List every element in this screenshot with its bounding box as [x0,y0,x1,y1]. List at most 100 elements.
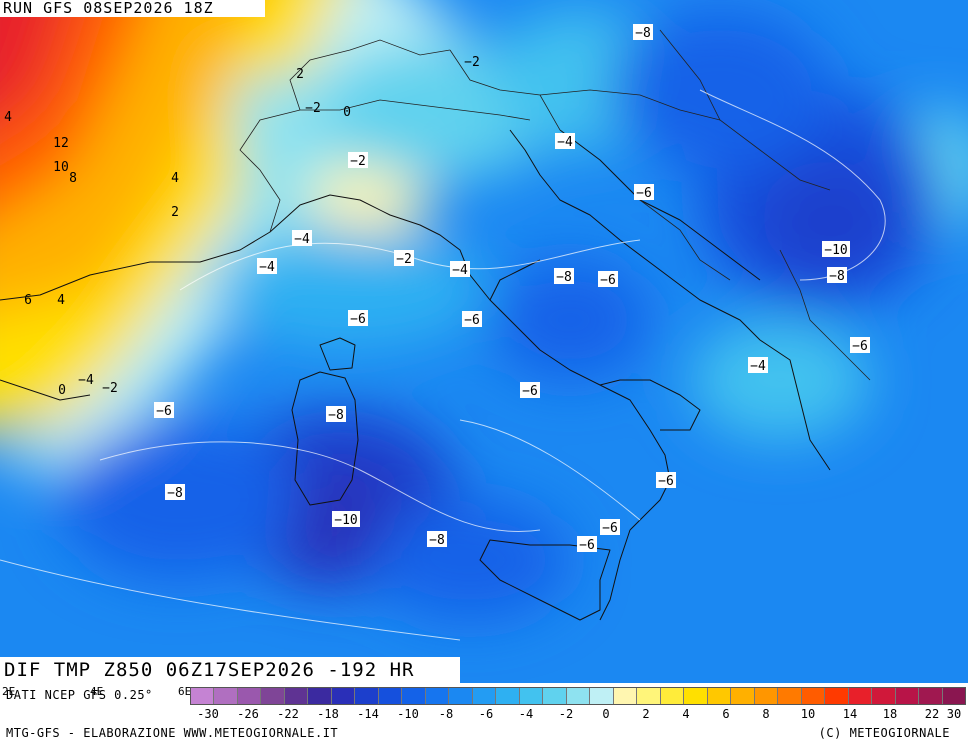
color-scale-tick-label: -18 [317,707,339,721]
svg-text:−4: −4 [452,263,468,278]
color-swatch [214,688,238,704]
contour-value-label: −6 [348,310,368,327]
contour-value-label: −2 [102,381,118,396]
color-swatch [308,688,332,704]
contour-labels: −8 −2 2 −2 0 4 12 108 4 2 −2 −4 −6 −4 −4 −2 −4 −8 −6 −10 −8 6… [4,24,870,553]
svg-text:−8: −8 [635,26,651,41]
color-scale-tick-label: -2 [558,707,574,721]
svg-text:−6: −6 [636,186,652,201]
svg-text:−6: −6 [600,273,616,288]
contour-value-label: −8 [427,531,447,548]
svg-text:6: 6 [24,293,32,308]
color-scale-tick-label: 30 [946,707,962,721]
contour-value-label: −8 [827,267,847,284]
contour-value-label: −2 [464,55,480,70]
svg-text:−4: −4 [78,373,94,388]
credits-left: MTG-GFS - ELABORAZIONE WWW.METEOGIORNALE… [6,726,339,740]
contour-value-label: 8 [69,171,77,186]
svg-text:−6: −6 [156,404,172,419]
svg-text:−4: −4 [259,260,275,275]
run-label: RUN GFS 08SEP2026 18Z [0,0,265,17]
color-swatch [519,688,544,704]
contour-value-label: −8 [554,268,574,285]
color-swatch [684,688,708,704]
color-swatch [731,688,755,704]
color-swatch [660,688,685,704]
svg-text:−6: −6 [350,312,366,327]
svg-text:−8: −8 [829,269,845,284]
contour-value-label: −2 [305,101,321,116]
contour-value-label: −8 [633,24,653,41]
color-swatch [942,688,965,704]
svg-text:−2: −2 [464,55,480,70]
color-swatch [801,688,826,704]
contour-value-label: −8 [326,406,346,423]
svg-text:12: 12 [53,136,69,151]
color-swatch [566,688,591,704]
data-source: DATI NCEP GFS 0.25° [6,688,153,702]
svg-text:−8: −8 [167,486,183,501]
color-scale-tick-label: -26 [237,707,259,721]
contour-value-label: 12 [53,136,69,151]
contour-value-label: −10 [332,511,360,528]
color-swatch [543,688,567,704]
contour-value-label: −10 [822,241,850,258]
color-scale-tick-label: 2 [642,707,650,721]
color-swatch [637,688,661,704]
contour-value-label: 0 [58,383,66,398]
color-swatch [590,688,614,704]
color-scale-tick-label: -6 [478,707,494,721]
color-scale-tick-label: -22 [277,707,299,721]
svg-text:4: 4 [4,110,12,125]
contour-value-label: 6 [24,293,32,308]
color-scale-tick-label: -30 [197,707,219,721]
color-scale-tick-label: 8 [762,707,770,721]
svg-text:−4: −4 [557,135,573,150]
color-swatch [707,688,732,704]
svg-text:−6: −6 [464,313,480,328]
svg-text:−4: −4 [750,359,766,374]
contour-value-label: −4 [78,373,94,388]
longitude-tick-6e: 6E [178,685,192,698]
contour-value-label: 2 [171,205,179,220]
contour-value-label: −4 [450,261,470,278]
svg-text:−2: −2 [305,101,321,116]
svg-text:−2: −2 [350,154,366,169]
color-swatch [848,688,873,704]
contour-value-label: −6 [462,311,482,328]
color-scale-tick-label: -4 [518,707,534,721]
contour-value-label: 4 [171,171,179,186]
longitude-tick-2e: 2E [2,685,16,698]
svg-text:−8: −8 [556,270,572,285]
svg-text:−6: −6 [602,521,618,536]
color-swatch [425,688,450,704]
svg-text:−4: −4 [294,232,310,247]
color-scale-tick-label: 22 [924,707,940,721]
color-scale-tick-label: -14 [357,707,379,721]
color-scale-tick-label: 4 [682,707,690,721]
svg-text:−6: −6 [579,538,595,553]
contour-value-label: −6 [598,271,618,288]
color-swatch [378,688,403,704]
color-scale-tick-label: 6 [722,707,730,721]
svg-text:2: 2 [296,67,304,82]
svg-text:−2: −2 [102,381,118,396]
temperature-anomaly-map: −8 −2 2 −2 0 4 12 108 4 2 −2 −4 −6 −4 −4 −2 −4 −8 −6 −10 −8 6… [0,0,968,683]
color-scale [190,687,966,705]
svg-text:−10: −10 [334,513,357,528]
color-scale-tick-label: 14 [842,707,858,721]
svg-text:2: 2 [171,205,179,220]
svg-text:−8: −8 [328,408,344,423]
svg-text:10: 10 [53,160,69,175]
color-swatch [496,688,520,704]
contour-value-label: −6 [634,184,654,201]
contour-value-label: −4 [292,230,312,247]
color-scale-tick-label: -8 [438,707,454,721]
svg-text:8: 8 [69,171,77,186]
field-title: DIF TMP Z850 06Z17SEP2026 -192 HR [0,657,460,683]
contour-value-label: −6 [656,472,676,489]
svg-text:−10: −10 [824,243,847,258]
color-swatch [754,688,779,704]
longitude-tick-4e: 4E [90,685,104,698]
color-swatch [778,688,802,704]
